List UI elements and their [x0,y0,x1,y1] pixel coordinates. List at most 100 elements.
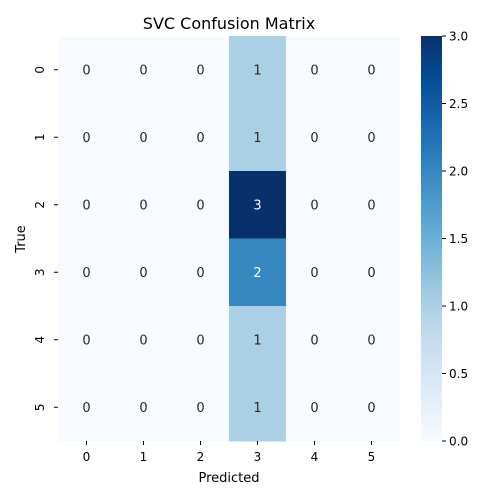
y-tick-label: 5 [33,403,47,411]
heatmap-cell [115,238,173,307]
cell-value-label: 0 [82,131,90,146]
cell-value-label: 1 [253,63,261,78]
heatmap-cell [58,238,116,307]
heatmap-cell [58,171,116,239]
heatmap-cell [115,373,173,442]
heatmap-cell [229,171,287,239]
cell-value-label: 0 [82,63,90,78]
cell-value-label: 0 [139,333,147,348]
heatmap-cell [229,36,287,104]
cell-value-label: 0 [196,131,204,146]
cell-value-label: 0 [310,63,318,78]
heatmap-cell [286,373,344,442]
colorbar-tick-label: 2.0 [449,165,468,179]
cell-value-label: 0 [82,198,90,213]
colorbar-tick-labels: 0.0 0.5 1.0 1.5 2.0 2.5 3.0 [442,30,468,449]
cell-value-label: 0 [196,266,204,281]
cell-value-label: 0 [139,63,147,78]
heatmap-cell [286,171,344,239]
heatmap-cell [229,103,287,172]
cell-value-label: 0 [196,198,204,213]
heatmap-cell [229,306,287,374]
cell-value-label: 0 [196,333,204,348]
x-tick-label: 4 [311,450,319,464]
cell-value-label: 0 [310,401,318,416]
heatmap-cell [58,103,116,172]
heatmap-cell [115,306,173,374]
heatmap-cell [229,373,287,442]
cell-value-label: 2 [253,266,261,281]
heatmap-cell [343,373,401,442]
heatmap-cell [115,36,173,104]
heatmap-cell [58,306,116,374]
heatmap-cell [286,103,344,172]
cell-value-label: 0 [310,333,318,348]
x-tick-label: 1 [140,450,148,464]
cell-value-label: 0 [367,131,375,146]
cell-value-label: 0 [310,266,318,281]
colorbar-tick-label: 2.5 [449,97,468,111]
x-tick-label: 5 [368,450,376,464]
x-tick-label: 2 [197,450,205,464]
colorbar-tick-label: 1.0 [449,300,468,314]
y-tick-label: 0 [33,66,47,74]
cell-value-label: 0 [139,198,147,213]
heatmap-cell [286,238,344,307]
y-tick-label: 3 [33,268,47,276]
heatmap-cell [172,103,230,172]
colorbar [421,36,442,441]
cell-value-label: 0 [82,333,90,348]
cell-value-label: 0 [367,63,375,78]
cell-value-label: 0 [196,63,204,78]
heatmap-cell [343,171,401,239]
heatmap-cells [58,36,401,442]
x-axis-label: Predicted [198,471,259,486]
heatmap-cell [229,238,287,307]
heatmap-cell [172,171,230,239]
colorbar-tick-label: 1.5 [449,232,468,246]
cell-value-label: 1 [253,401,261,416]
y-tick-labels: 0 1 2 3 4 5 [33,66,58,411]
cell-value-label: 0 [367,401,375,416]
heatmap-cell [343,36,401,104]
heatmap-cell [343,238,401,307]
heatmap-cell [58,36,116,104]
cell-value-label: 3 [253,198,261,213]
x-tick-label: 0 [83,450,91,464]
heatmap-cell [172,373,230,442]
chart-title: SVC Confusion Matrix [143,14,315,33]
cell-value-label: 0 [82,401,90,416]
colorbar-tick-label: 0.5 [449,367,468,381]
heatmap-cell [58,373,116,442]
heatmap-cell [115,171,173,239]
y-axis-label: True [14,225,29,254]
heatmap-cell [172,238,230,307]
cell-value-label: 0 [367,266,375,281]
cell-value-label: 0 [139,401,147,416]
cell-value-label: 0 [139,131,147,146]
heatmap-cell [172,36,230,104]
cell-value-label: 1 [253,333,261,348]
y-tick-label: 4 [33,336,47,344]
cell-value-label: 0 [82,266,90,281]
cell-value-label: 0 [139,266,147,281]
x-tick-label: 3 [254,450,262,464]
cell-annotations: 0 0 0 1 0 0 0 0 0 1 0 0 0 0 0 3 0 0 0 0 0 2 0 0 0 0 0 1 0 0 0 0 0 1 0 0 [82,63,375,416]
heatmap-cell [286,36,344,104]
y-tick-label: 1 [33,133,47,141]
cell-value-label: 0 [310,131,318,146]
heatmap-cell [343,103,401,172]
cell-value-label: 1 [253,131,261,146]
cell-value-label: 0 [196,401,204,416]
colorbar-tick-label: 0.0 [449,435,468,449]
heatmap-cell [286,306,344,374]
x-tick-labels: 0 1 2 3 4 5 [83,441,376,464]
colorbar-tick-label: 3.0 [449,30,468,44]
y-tick-label: 2 [33,201,47,209]
cell-value-label: 0 [367,333,375,348]
cell-value-label: 0 [367,198,375,213]
heatmap-cell [115,103,173,172]
cell-value-label: 0 [310,198,318,213]
heatmap-cell [343,306,401,374]
